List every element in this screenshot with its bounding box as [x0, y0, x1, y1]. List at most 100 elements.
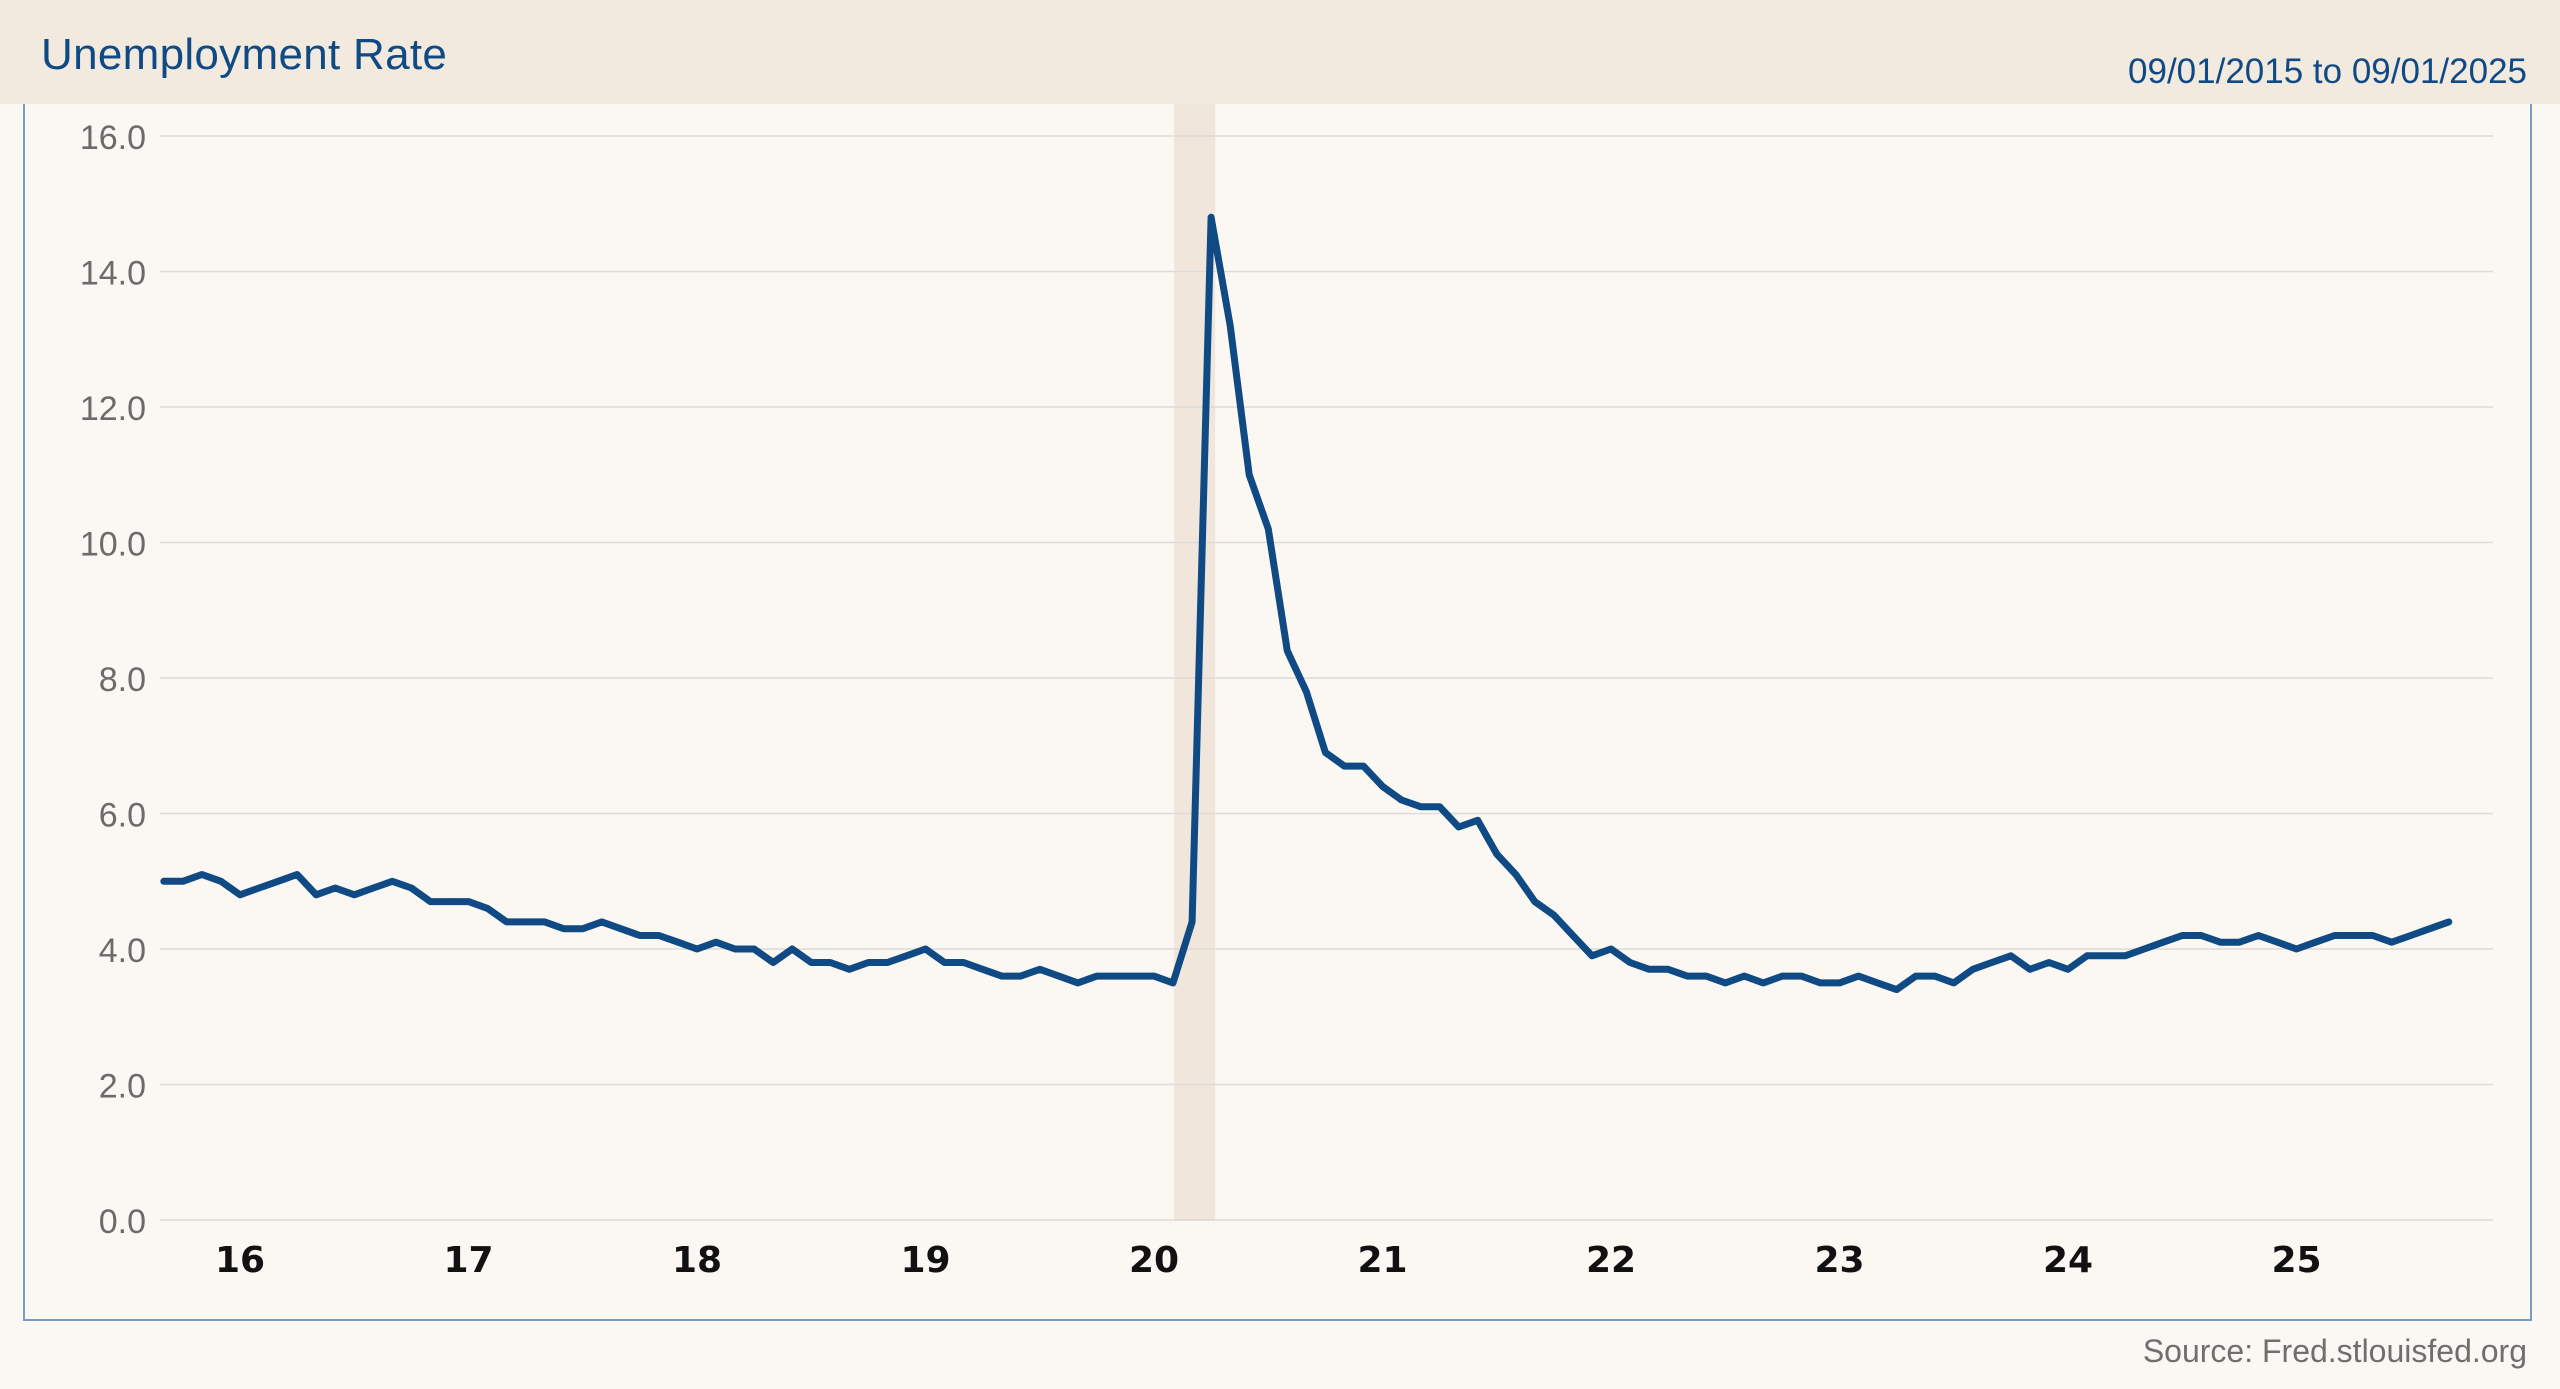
data-point: [1779, 973, 1785, 979]
chart-title: Unemployment Rate: [41, 30, 448, 79]
data-point: [523, 919, 529, 925]
data-point: [1646, 966, 1652, 972]
data-point: [1627, 960, 1633, 965]
data-point: [2236, 939, 2242, 945]
data-point: [1418, 804, 1424, 810]
data-point: [1741, 973, 1747, 979]
data-point: [1113, 973, 1119, 979]
data-point: [923, 946, 928, 952]
data-point: [884, 960, 890, 965]
data-point: [2408, 933, 2414, 938]
data-point: [237, 892, 243, 898]
x-tick-label: 17: [443, 1240, 493, 1281]
data-point: [751, 946, 757, 952]
y-tick-label: 14.0: [80, 255, 146, 293]
data-point: [599, 919, 605, 925]
data-point: [2370, 933, 2376, 938]
data-point: [1284, 648, 1290, 654]
x-tick-label: 25: [2271, 1240, 2321, 1281]
data-point: [332, 885, 338, 891]
data-point: [1589, 953, 1595, 959]
date-range: 09/01/2015 to 09/01/2025: [2128, 52, 2527, 91]
x-tick-label: 20: [1129, 1240, 1179, 1281]
data-point: [2198, 933, 2204, 938]
data-point: [1437, 804, 1443, 810]
data-point: [2179, 933, 2185, 938]
data-point: [1361, 763, 1366, 769]
data-point: [408, 885, 414, 891]
data-point: [427, 899, 433, 905]
data-point: [1151, 973, 1157, 979]
data-point: [1094, 973, 1100, 979]
data-point: [1475, 817, 1481, 823]
data-point: [1380, 783, 1385, 789]
data-point: [466, 899, 471, 905]
y-tick-label: 4.0: [99, 932, 146, 970]
y-tick-label: 10.0: [80, 526, 146, 564]
data-point: [1665, 966, 1671, 972]
data-point: [161, 878, 167, 884]
data-point: [942, 960, 947, 965]
x-tick-label: 24: [2043, 1240, 2093, 1281]
data-point: [1818, 980, 1823, 986]
data-point: [1246, 472, 1252, 478]
data-point: [2351, 933, 2357, 938]
data-point: [1494, 851, 1500, 857]
y-tick-label: 8.0: [99, 661, 146, 699]
data-point: [1075, 980, 1081, 986]
data-point: [485, 905, 490, 911]
data-point: [980, 966, 986, 972]
data-point: [1875, 980, 1881, 986]
data-point: [275, 878, 281, 884]
data-point: [1018, 973, 1024, 979]
data-point: [1322, 750, 1328, 755]
data-point: [789, 946, 795, 952]
data-point: [447, 899, 452, 905]
data-point: [1227, 323, 1233, 329]
data-point: [2446, 919, 2452, 925]
data-point: [2122, 953, 2128, 959]
x-tick-label: 19: [900, 1240, 950, 1281]
data-point: [2255, 933, 2261, 938]
y-tick-label: 12.0: [80, 390, 146, 428]
data-point: [2294, 946, 2299, 952]
data-point: [2389, 939, 2395, 945]
data-point: [904, 953, 909, 959]
data-point: [1399, 797, 1404, 803]
data-point: [1970, 966, 1976, 972]
data-point: [542, 919, 548, 925]
data-point: [1208, 214, 1214, 220]
data-point: [180, 878, 186, 884]
data-point: [808, 960, 814, 965]
data-point: [2217, 939, 2223, 945]
y-tick-label: 2.0: [99, 1068, 146, 1106]
data-point: [865, 960, 871, 965]
source-credit: Source: Fred.stlouisfed.org: [2142, 1333, 2527, 1369]
data-point: [1856, 973, 1861, 979]
data-point: [256, 885, 262, 891]
data-point: [770, 960, 776, 965]
data-point: [961, 960, 967, 965]
data-point: [2275, 939, 2280, 945]
data-point: [504, 919, 510, 925]
series-line: [160, 213, 2453, 994]
data-point: [2103, 953, 2109, 959]
data-point: [313, 892, 319, 898]
data-point: [351, 892, 357, 898]
data-point: [1532, 899, 1538, 905]
x-tick-label: 18: [672, 1240, 722, 1281]
plot-frame: [23, 104, 2532, 1321]
data-point: [1513, 872, 1519, 877]
data-point: [1913, 973, 1919, 979]
data-point: [1056, 973, 1062, 979]
x-tick-label: 23: [1814, 1240, 1864, 1281]
data-point: [1303, 689, 1309, 695]
data-point: [1837, 980, 1842, 986]
data-point: [1570, 933, 1576, 938]
data-point: [656, 933, 662, 938]
data-point: [999, 973, 1005, 979]
data-point: [1760, 980, 1766, 986]
y-tick-label: 16.0: [80, 119, 146, 157]
data-point: [2313, 939, 2318, 945]
